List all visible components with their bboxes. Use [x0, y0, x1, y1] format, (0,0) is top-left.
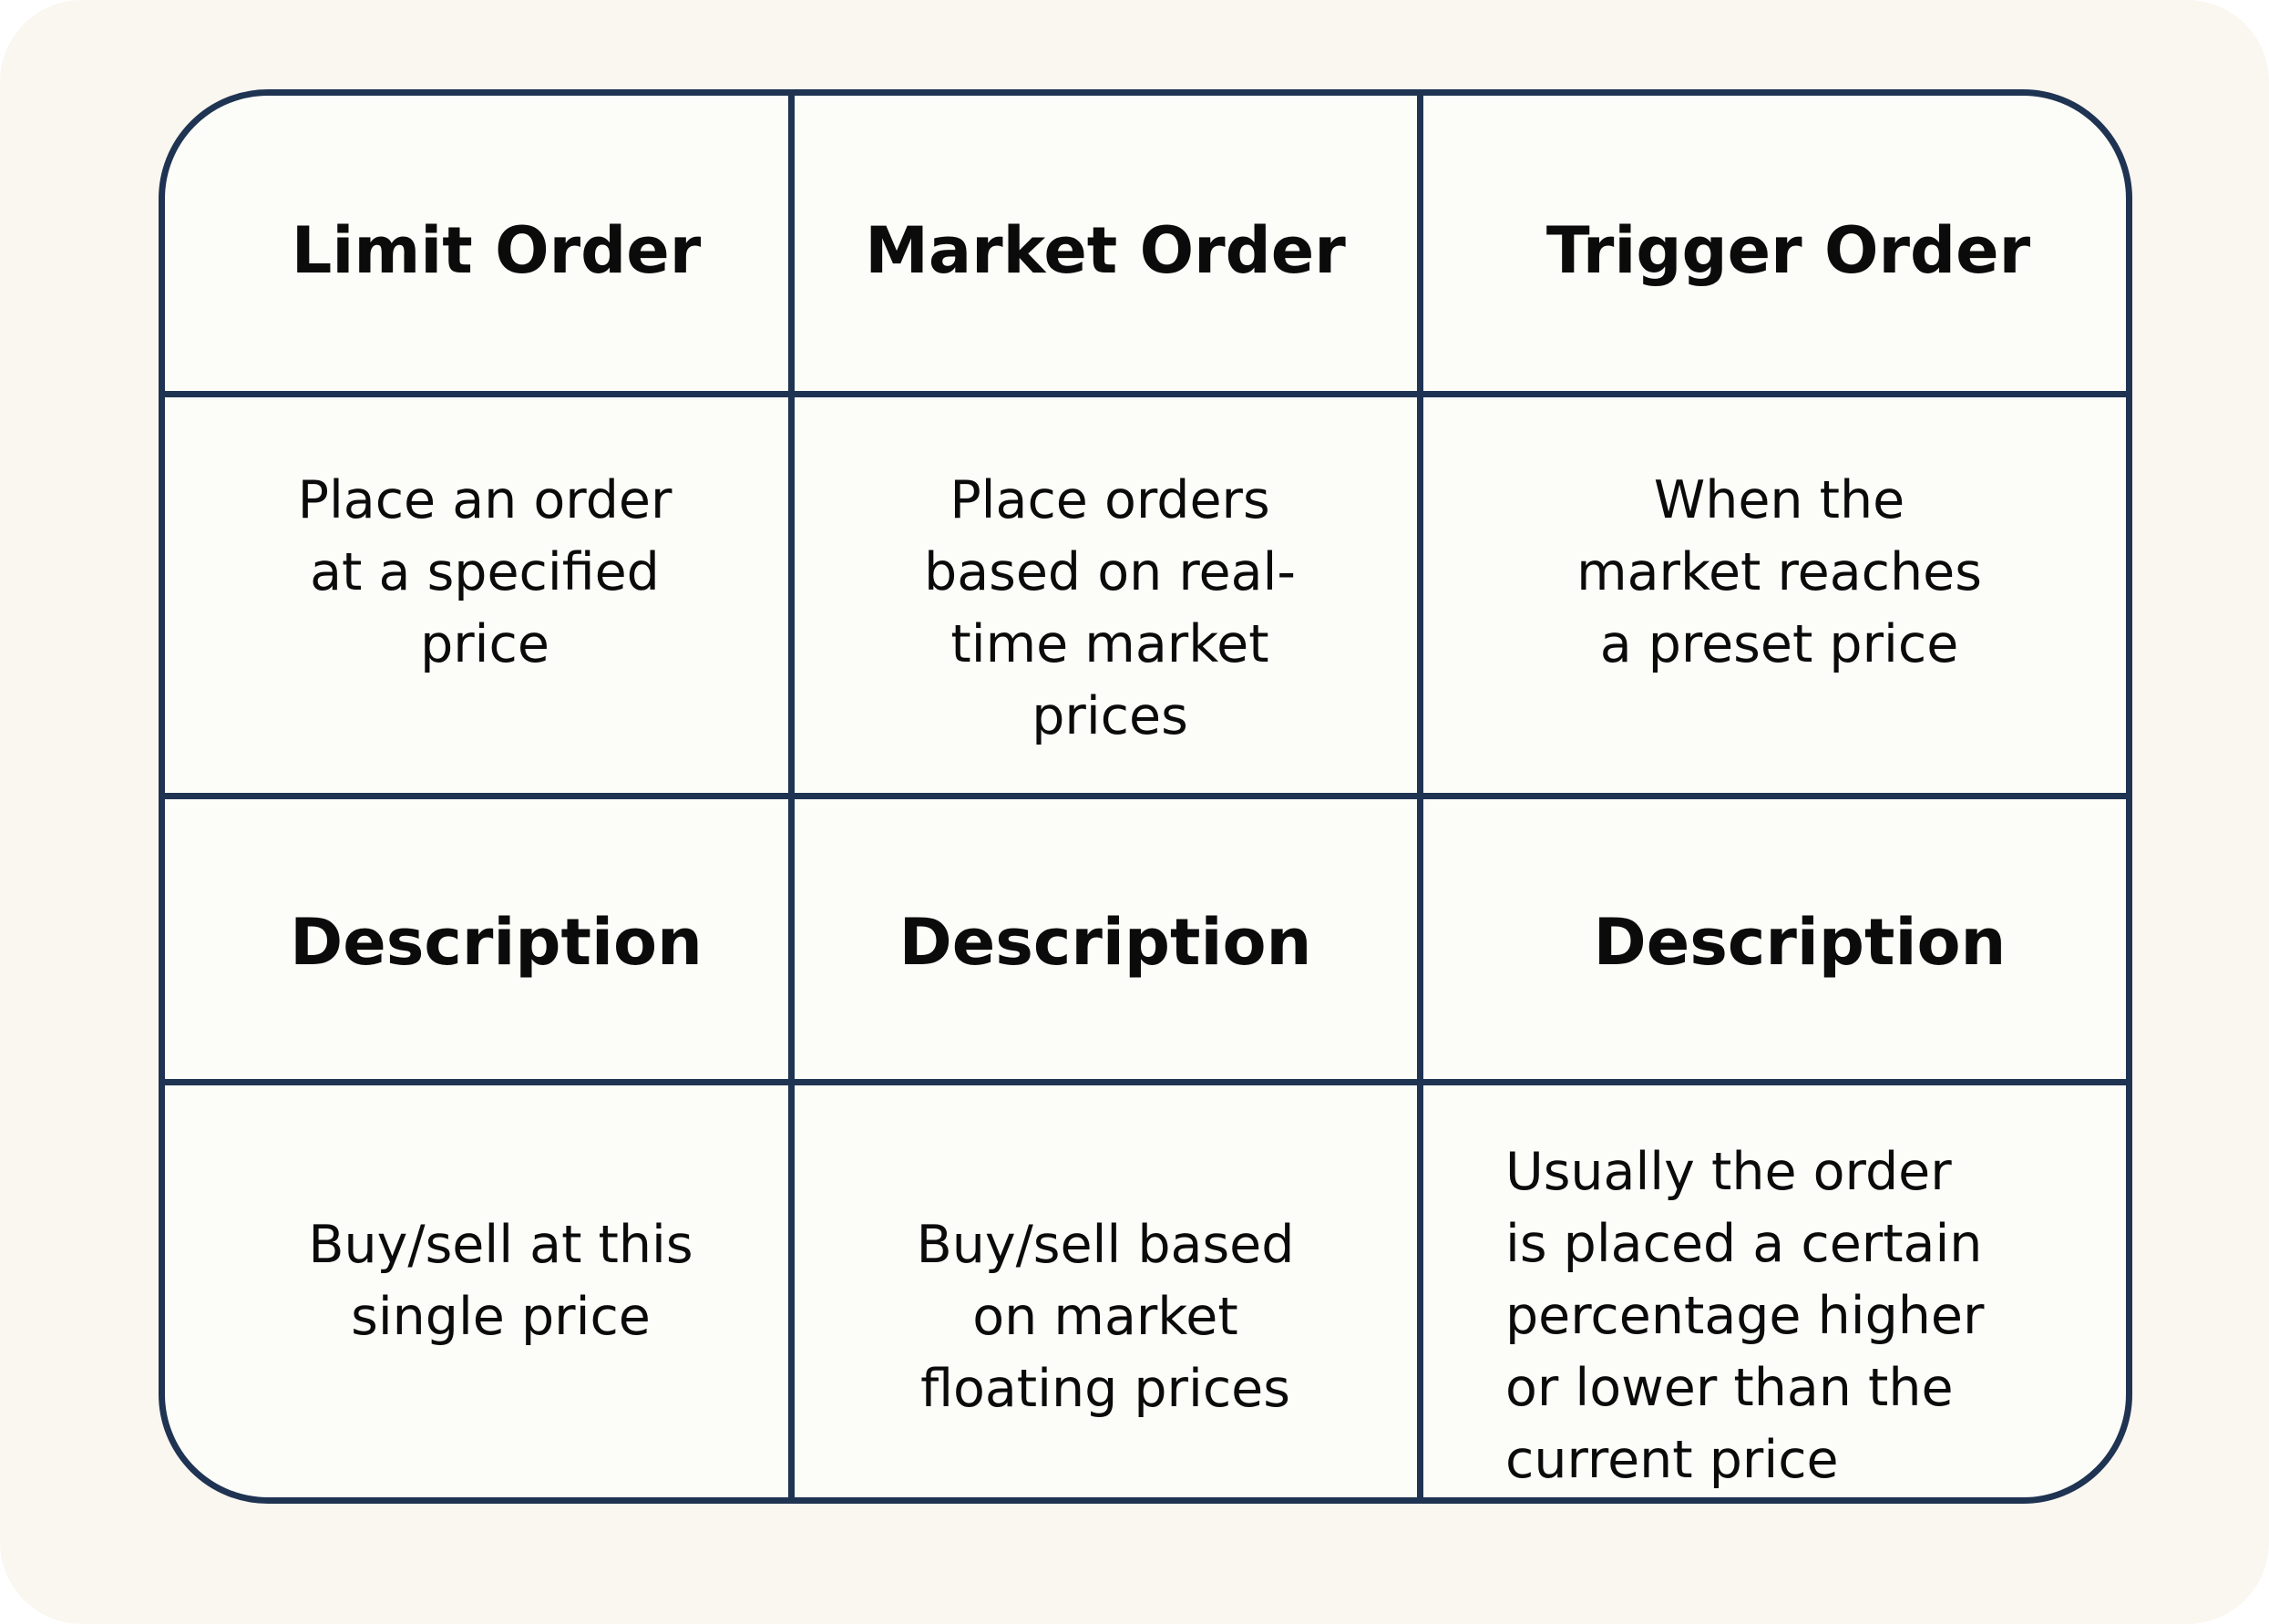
market-order-description-line: Buy/sell based: [916, 1215, 1295, 1275]
limit-order-description-line: Buy/sell at this: [308, 1215, 693, 1275]
market-order-title-cell: Market Order: [791, 96, 1420, 394]
trigger-order-description-header-cell: Description: [1420, 796, 2126, 1082]
trigger-order-description-cell: Usually the order is placed a certain pe…: [1420, 1082, 2126, 1497]
trigger-order-summary-line: When the: [1653, 470, 1905, 530]
market-order-description-cell: Buy/sell based on market floating prices: [791, 1082, 1420, 1497]
trigger-order-description-header: Description: [1593, 905, 2007, 980]
trigger-order-description-line: percentage higher: [1505, 1286, 1985, 1346]
order-types-table: Limit Order Market Order Trigger Order P…: [159, 89, 2132, 1504]
market-order-summary-line: time market: [950, 614, 1269, 674]
row-divider: [165, 792, 2126, 799]
market-order-description-header: Description: [898, 905, 1312, 980]
trigger-order-title-cell: Trigger Order: [1420, 96, 2126, 394]
limit-order-summary-line: Place an order: [297, 470, 672, 530]
trigger-order-description-line: or lower than the: [1505, 1358, 1954, 1418]
limit-order-description-cell: Buy/sell at this single price: [165, 1082, 791, 1497]
limit-order-description-header-cell: Description: [165, 796, 791, 1082]
trigger-order-summary-cell: When the market reaches a preset price: [1420, 394, 2126, 796]
limit-order-summary-line: price: [420, 614, 549, 674]
market-order-title: Market Order: [865, 212, 1346, 288]
row-divider: [165, 1078, 2126, 1085]
market-order-description-line: on market: [972, 1287, 1238, 1347]
limit-order-summary-cell: Place an order at a specified price: [165, 394, 791, 796]
row-divider: [165, 390, 2126, 397]
market-order-description-header-cell: Description: [791, 796, 1420, 1082]
limit-order-description-line: single price: [351, 1287, 651, 1347]
trigger-order-summary-line: market reaches: [1576, 542, 1982, 602]
trigger-order-title: Trigger Order: [1545, 212, 2031, 288]
market-order-summary-cell: Place orders based on real- time market …: [791, 394, 1420, 796]
limit-order-description-header: Description: [290, 905, 703, 980]
trigger-order-summary-line: a preset price: [1599, 614, 1959, 674]
limit-order-title-cell: Limit Order: [165, 96, 791, 394]
market-order-summary-line: based on real-: [924, 542, 1296, 602]
market-order-summary-line: Place orders: [950, 470, 1270, 530]
trigger-order-description-line: current price: [1505, 1430, 1839, 1490]
limit-order-title: Limit Order: [291, 212, 702, 288]
trigger-order-description-line: Usually the order: [1505, 1142, 1952, 1202]
limit-order-summary-line: at a specified: [310, 542, 660, 602]
trigger-order-description-line: is placed a certain: [1505, 1214, 1983, 1274]
market-order-description-line: floating prices: [920, 1359, 1290, 1419]
market-order-summary-line: prices: [1032, 686, 1188, 746]
